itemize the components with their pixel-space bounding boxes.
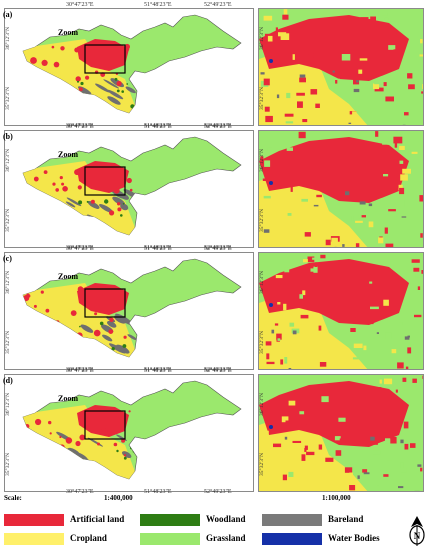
legend-swatch: [140, 533, 200, 545]
north-arrow-icon: N: [408, 515, 426, 547]
legend-label: Artificial land: [70, 514, 125, 524]
legend-label: Cropland: [70, 533, 107, 543]
zoom-map: [258, 374, 424, 492]
lon-label: 30°47'23"E: [66, 368, 94, 374]
legend-swatch: [262, 533, 322, 545]
lat-label: 35°32'3"N: [5, 452, 11, 476]
lon-label: 52°49'23"E: [204, 489, 232, 495]
lat-label: 36°12'3"N: [5, 148, 11, 172]
lon-label: 51°48'23"E: [144, 246, 172, 252]
scale-zoom: 1:100,000: [322, 494, 351, 502]
lat-label: 35°32'3"N: [259, 208, 265, 232]
legend-swatch: [4, 533, 64, 545]
lon-label: 51°48'23"E: [144, 123, 172, 129]
lon-label: 52°49'23"E: [204, 124, 232, 130]
main-map: [4, 130, 254, 248]
map-panel: (b) Zoom 30°47'23"E 51°48'23"E 52°49'23"E 30°…: [0, 124, 429, 251]
legend-swatch: [262, 514, 322, 526]
lat-label: 35°32'3"N: [259, 330, 265, 354]
lon-label: 52°49'23"E: [204, 368, 232, 374]
zoom-label: Zoom: [58, 150, 78, 159]
scale-row: Scale: 1:400,000 1:100,000: [0, 494, 429, 506]
zoom-label: Zoom: [58, 28, 78, 37]
scale-label: Scale:: [4, 494, 22, 502]
map-panel: (c) Zoom 30°47'23"E 51°48'23"E 52°49'23"E 30°…: [0, 246, 429, 373]
scale-main: 1:400,000: [104, 494, 133, 502]
lon-label: 52°49'23"E: [204, 246, 232, 252]
lon-label: 30°47'23"E: [66, 124, 94, 130]
map-panel: (a) Zoom 30°47'23"E 51°48'23"E 52°49'23"E 30°…: [0, 2, 429, 129]
lat-label: 36°12'3"N: [259, 148, 265, 172]
zoom-map: [258, 252, 424, 370]
lon-label: 51°48'23"E: [144, 124, 172, 130]
lon-label: 30°47'23"E: [66, 367, 94, 373]
lat-label: 35°32'3"N: [5, 86, 11, 110]
zoom-label: Zoom: [58, 272, 78, 281]
panel-letter: (a): [3, 10, 13, 19]
lat-label: 36°12'3"N: [259, 26, 265, 50]
map-panel: (d) Zoom 30°47'23"E 51°48'23"E 52°49'23"E 30°…: [0, 368, 429, 495]
legend-swatch: [4, 514, 64, 526]
panel-letter: (c): [3, 254, 12, 263]
lon-label: 51°48'23"E: [144, 368, 172, 374]
lon-label: 30°47'23"E: [66, 2, 94, 8]
lat-label: 35°32'3"N: [259, 452, 265, 476]
legend-label: Bareland: [328, 514, 364, 524]
main-map: [4, 8, 254, 126]
lat-label: 36°12'3"N: [5, 26, 11, 50]
panel-letter: (d): [3, 376, 13, 385]
zoom-map: [258, 8, 424, 126]
lat-label: 36°12'3"N: [259, 392, 265, 416]
legend: Artificial land Woodland Bareland Cropla…: [0, 511, 429, 550]
lon-label: 51°48'23"E: [144, 367, 172, 373]
zoom-label: Zoom: [58, 394, 78, 403]
lat-label: 35°32'3"N: [5, 330, 11, 354]
lat-label: 36°12'3"N: [5, 392, 11, 416]
lat-label: 35°32'3"N: [259, 86, 265, 110]
zoom-map: [258, 130, 424, 248]
north-label: N: [414, 531, 421, 541]
legend-label: Woodland: [206, 514, 246, 524]
panel-letter: (b): [3, 132, 13, 141]
lon-label: 52°49'23"E: [204, 2, 232, 8]
lat-label: 36°12'3"N: [5, 270, 11, 294]
lon-label: 30°47'23"E: [66, 123, 94, 129]
lat-label: 36°12'3"N: [259, 270, 265, 294]
main-map: [4, 252, 254, 370]
lon-label: 30°47'23"E: [66, 489, 94, 495]
main-map: [4, 374, 254, 492]
lat-label: 35°32'3"N: [5, 208, 11, 232]
lon-label: 51°48'23"E: [144, 489, 172, 495]
lon-label: 51°48'23"E: [144, 2, 172, 8]
lon-label: 51°48'23"E: [144, 245, 172, 251]
legend-label: Water Bodies: [328, 533, 380, 543]
lon-label: 52°49'23"E: [204, 123, 232, 129]
legend-label: Grassland: [206, 533, 246, 543]
lon-label: 52°49'23"E: [204, 245, 232, 251]
legend-swatch: [140, 514, 200, 526]
lon-label: 30°47'23"E: [66, 246, 94, 252]
lon-label: 30°47'23"E: [66, 245, 94, 251]
lon-label: 52°49'23"E: [204, 367, 232, 373]
